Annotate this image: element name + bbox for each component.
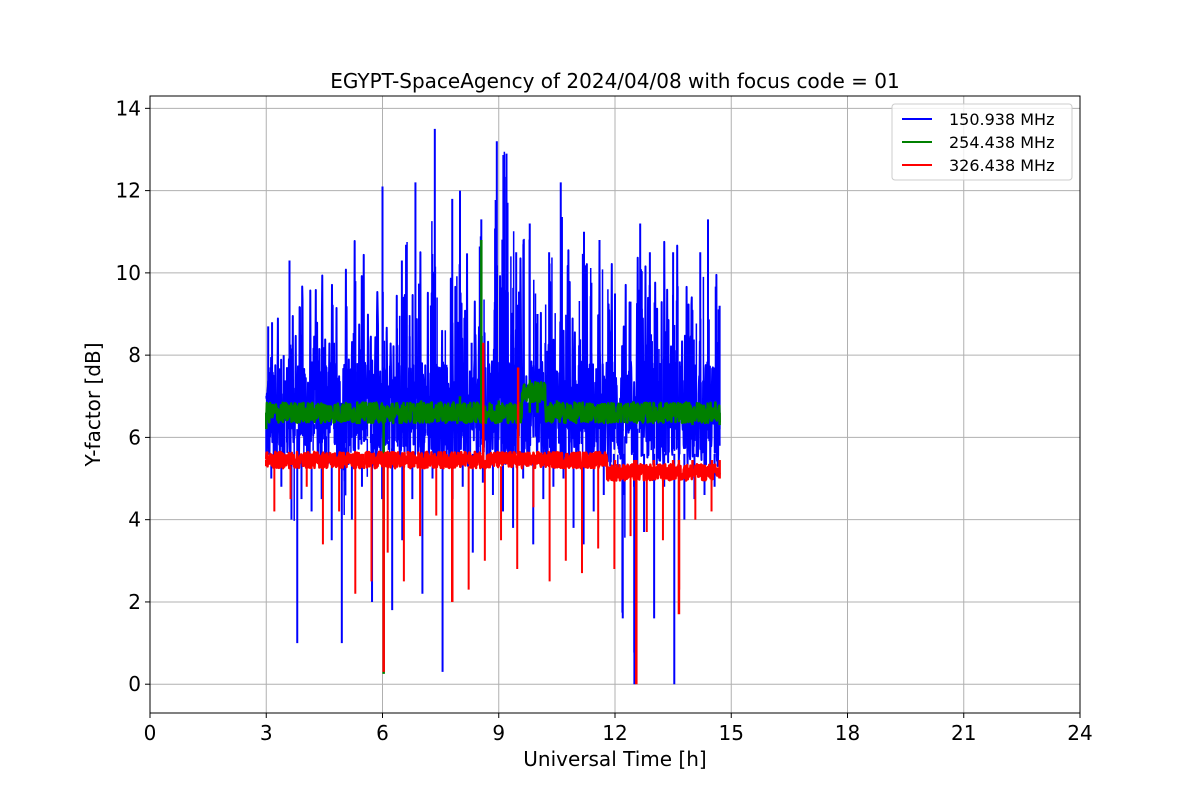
y-axis-label: Y-factor [dB] bbox=[81, 342, 105, 467]
series-trace bbox=[265, 450, 721, 482]
legend-label: 326.438 MHz bbox=[949, 156, 1054, 175]
legend-box bbox=[891, 103, 1073, 181]
x-tick-label: 18 bbox=[835, 721, 860, 745]
y-tick-label: 14 bbox=[116, 96, 141, 120]
x-tick-label: 3 bbox=[260, 721, 273, 745]
x-tick-label: 15 bbox=[719, 721, 744, 745]
x-tick-label: 21 bbox=[951, 721, 976, 745]
series-layer bbox=[265, 128, 721, 685]
y-tick-label: 2 bbox=[128, 590, 141, 614]
y-tick-label: 4 bbox=[128, 508, 141, 532]
x-tick-label: 0 bbox=[144, 721, 157, 745]
legend-label: 150.938 MHz bbox=[949, 110, 1054, 129]
legend: 150.938 MHz 254.438 MHz 326.438 MHz bbox=[891, 103, 1073, 181]
y-tick-label: 12 bbox=[116, 179, 141, 203]
y-tick-label: 0 bbox=[128, 672, 141, 696]
chart-title: EGYPT-SpaceAgency of 2024/04/08 with foc… bbox=[330, 69, 899, 93]
x-axis-label: Universal Time [h] bbox=[523, 747, 706, 771]
x-tick-label: 6 bbox=[376, 721, 389, 745]
legend-label: 254.438 MHz bbox=[949, 133, 1054, 152]
y-tick-label: 8 bbox=[128, 343, 141, 367]
y-tick-label: 6 bbox=[128, 425, 141, 449]
x-tick-label: 9 bbox=[492, 721, 505, 745]
series-trace bbox=[265, 380, 721, 425]
series-2 bbox=[265, 342, 721, 685]
y-tick-label: 10 bbox=[116, 261, 141, 285]
x-tick-label: 12 bbox=[602, 721, 627, 745]
x-tick-label: 24 bbox=[1067, 721, 1092, 745]
